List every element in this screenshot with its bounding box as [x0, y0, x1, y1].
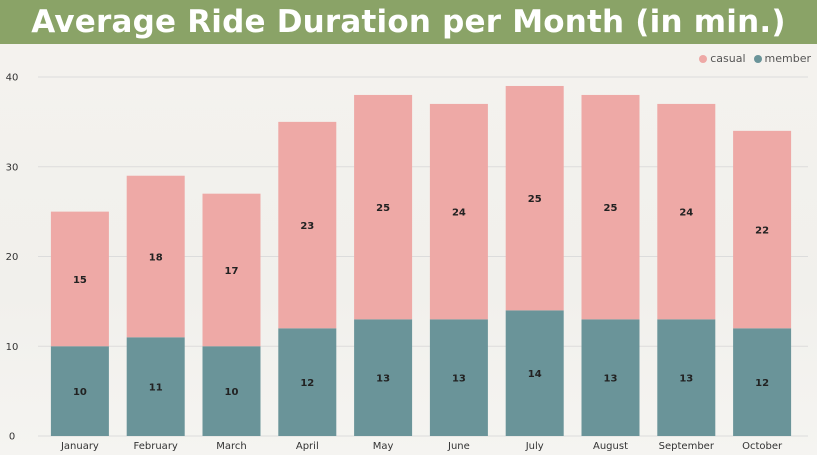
data-label-casual: 23: [300, 221, 314, 232]
data-label-member: 10: [225, 387, 239, 398]
data-label-casual: 22: [755, 226, 769, 237]
bar-casual: [429, 103, 488, 320]
bar-casual: [581, 94, 640, 320]
legend-item-member: member: [753, 52, 811, 65]
bar-member: [581, 319, 640, 436]
bar-casual: [126, 175, 185, 338]
data-label-casual: 25: [528, 194, 542, 205]
data-label-member: 11: [149, 383, 163, 394]
bar-member: [505, 310, 564, 436]
data-label-casual: 24: [679, 208, 693, 219]
chart-title: Average Ride Duration per Month (in min.…: [31, 4, 786, 40]
y-tick-label: 30: [6, 162, 19, 173]
bar-casual: [733, 130, 792, 329]
bar-member: [429, 319, 488, 436]
x-tick-label: June: [447, 441, 470, 452]
x-tick-label: October: [742, 441, 783, 452]
data-label-member: 14: [528, 369, 542, 380]
bar-member: [50, 346, 109, 436]
data-label-member: 13: [679, 374, 693, 385]
bar-casual: [202, 193, 261, 347]
data-label-member: 10: [73, 387, 87, 398]
y-tick-label: 40: [6, 73, 19, 84]
legend-swatch-member: [753, 54, 762, 63]
x-tick-label: May: [373, 441, 394, 452]
data-label-member: 12: [300, 378, 314, 389]
bar-casual: [278, 121, 337, 329]
data-label-casual: 24: [452, 208, 466, 219]
legend-label-member: member: [764, 52, 811, 65]
data-label-casual: 15: [73, 275, 87, 286]
data-label-member: 13: [452, 374, 466, 385]
data-label-member: 13: [376, 374, 390, 385]
data-label-casual: 25: [376, 203, 390, 214]
title-bar: Average Ride Duration per Month (in min.…: [0, 0, 817, 44]
bar-member: [126, 337, 185, 436]
legend-label-casual: casual: [710, 52, 746, 65]
bar-member: [657, 319, 716, 436]
data-label-casual: 17: [225, 266, 239, 277]
bar-member: [202, 346, 261, 436]
legend-swatch-casual: [699, 54, 708, 63]
x-tick-label: April: [296, 441, 319, 452]
bar-casual: [354, 94, 413, 320]
data-label-casual: 18: [149, 253, 163, 264]
x-tick-label: February: [134, 441, 178, 452]
data-label-casual: 25: [604, 203, 618, 214]
x-tick-label: March: [216, 441, 246, 452]
data-label-member: 13: [604, 374, 618, 385]
bar-casual: [657, 103, 716, 320]
x-tick-label: January: [60, 441, 99, 452]
data-label-member: 12: [755, 378, 769, 389]
bar-member: [733, 328, 792, 436]
y-tick-label: 20: [6, 252, 19, 263]
x-tick-label: August: [593, 441, 628, 452]
y-tick-label: 10: [6, 342, 19, 353]
bar-casual: [50, 211, 109, 347]
bar-casual: [505, 85, 564, 311]
bar-member: [354, 319, 413, 436]
y-tick-label: 0: [9, 432, 15, 443]
x-tick-label: July: [525, 441, 544, 452]
legend-item-casual: casual: [699, 52, 746, 65]
bar-member: [278, 328, 337, 436]
x-tick-label: September: [659, 441, 715, 452]
chart-legend: casual member: [699, 52, 811, 65]
